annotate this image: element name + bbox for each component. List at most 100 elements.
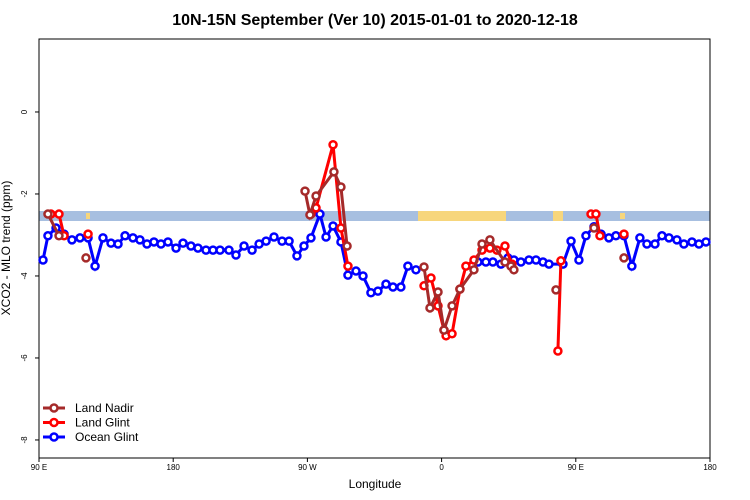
data-point (619, 253, 629, 263)
map-strip (39, 211, 710, 221)
data-point (500, 241, 510, 251)
data-point (500, 257, 510, 267)
data-point (43, 231, 53, 241)
series (38, 209, 711, 298)
data-point (488, 257, 498, 267)
legend-marker (49, 432, 59, 442)
data-point (433, 287, 443, 297)
data-point (178, 238, 188, 248)
data-point (553, 346, 563, 356)
data-point (239, 241, 249, 251)
legend-marker (49, 417, 59, 428)
data-point (627, 261, 637, 271)
data-point (425, 303, 435, 313)
plot-frame (38, 38, 711, 459)
series (43, 167, 629, 335)
data-point (284, 236, 294, 246)
data-point (83, 229, 93, 239)
x-tick-label: 180 (703, 463, 717, 472)
y-axis-label: XCO2 - MLO trend (ppm) (0, 181, 13, 316)
data-point (311, 191, 321, 201)
data-point (329, 167, 339, 177)
data-point (396, 282, 406, 292)
data-point (163, 237, 173, 247)
series-line (556, 260, 563, 352)
data-point (247, 245, 257, 255)
data-point (373, 286, 383, 296)
data-point (171, 243, 181, 253)
data-point (193, 243, 203, 253)
land-strip (86, 213, 90, 219)
data-point (54, 209, 64, 219)
data-point (455, 284, 465, 294)
data-point (67, 235, 77, 245)
data-point (224, 245, 234, 255)
data-point (591, 209, 601, 219)
data-point (447, 301, 457, 311)
land-strip (620, 213, 625, 219)
data-point (419, 262, 429, 272)
x-axis-label: Longitude (349, 477, 402, 491)
data-point (98, 233, 108, 243)
legend-marker (49, 403, 59, 413)
data-point (595, 231, 605, 241)
data-point (469, 265, 479, 275)
data-point (299, 241, 309, 251)
data-point (215, 245, 225, 255)
data-point (358, 271, 368, 281)
data-point (261, 236, 271, 246)
data-point (38, 255, 48, 265)
data-point (269, 232, 279, 242)
data-point (611, 231, 621, 241)
data-point (54, 231, 64, 241)
data-point (581, 231, 591, 241)
data-point (120, 231, 130, 241)
data-point (343, 261, 353, 271)
series-line (422, 237, 516, 331)
data-point (300, 186, 310, 196)
data-point (574, 255, 584, 265)
x-tick-label: 180 (167, 463, 181, 472)
x-tick-label: 90 W (298, 463, 317, 472)
x-tick-label: 90 E (568, 463, 584, 472)
data-point (509, 265, 519, 275)
data-point (650, 239, 660, 249)
data-point (426, 273, 436, 283)
land-strip (418, 211, 506, 221)
data-point (306, 233, 316, 243)
x-tick-label: 0 (439, 463, 444, 472)
data-point (75, 233, 85, 243)
data-point (388, 282, 398, 292)
legend-label: Ocean Glint (75, 430, 139, 444)
data-point (447, 329, 457, 339)
x-tick-label: 90 E (31, 463, 47, 472)
data-point (672, 235, 682, 245)
data-point (403, 261, 413, 271)
chart-title: 10N-15N September (Ver 10) 2015-01-01 to… (172, 12, 578, 29)
legend-label: Land Nadir (75, 401, 134, 415)
ocean-strip (39, 211, 710, 221)
y-tick-label: -6 (20, 354, 29, 362)
legend-label: Land Glint (75, 416, 130, 430)
data-point (336, 223, 346, 233)
data-point (231, 250, 241, 260)
data-point (635, 233, 645, 243)
data-point (305, 210, 315, 220)
data-point (461, 261, 471, 271)
data-point (439, 325, 449, 335)
land-strip (553, 211, 563, 221)
data-point (551, 285, 561, 295)
data-point (321, 232, 331, 242)
data-point (556, 256, 566, 266)
data-point (679, 239, 689, 249)
data-point (90, 261, 100, 271)
data-point (642, 239, 652, 249)
data-point (516, 257, 526, 267)
data-point (411, 265, 421, 275)
data-point (664, 233, 674, 243)
data-point (701, 237, 711, 247)
data-point (485, 235, 495, 245)
